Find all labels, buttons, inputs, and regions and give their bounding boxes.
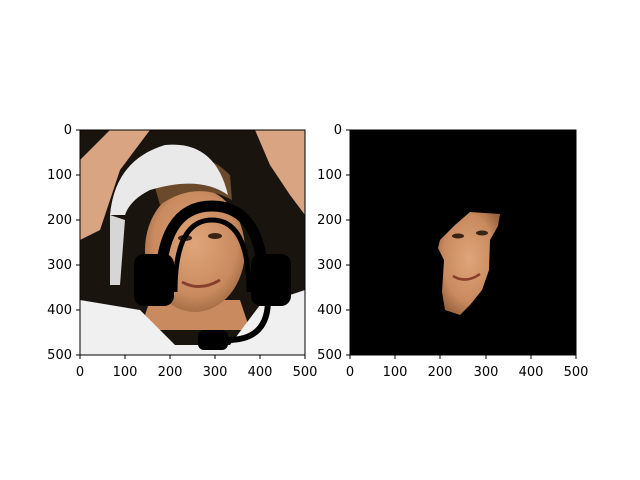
left-x-ticks: 0 100 200 300 400 500 [76,355,318,380]
left-xtick-label: 200 [158,365,183,380]
left-axes-frame [79,129,306,356]
right-ytick-label: 300 [317,258,342,273]
right-ytick-label: 400 [317,303,342,318]
right-ytick-label: 100 [317,168,342,183]
left-panel: 0 100 200 300 400 500 0 100 200 300 400 … [47,123,317,380]
left-ytick-label: 300 [47,258,72,273]
right-axes-frame [349,129,577,356]
right-ytick-label: 200 [317,213,342,228]
left-ytick-label: 500 [47,348,72,363]
left-photo [80,130,305,355]
left-xtick-label: 400 [248,365,273,380]
left-xtick-label: 500 [293,365,318,380]
right-ytick-label: 500 [317,348,342,363]
left-ytick-label: 0 [64,123,72,138]
masked-face-region [438,212,500,315]
left-ytick-label: 200 [47,213,72,228]
right-xtick-label: 0 [346,365,354,380]
left-xtick-label: 300 [203,365,228,380]
right-y-ticks: 0 100 200 300 400 500 [317,123,350,363]
right-panel: 0 100 200 300 400 500 0 100 200 300 400 … [317,123,588,380]
left-ytick-label: 400 [47,303,72,318]
right-xtick-label: 100 [383,365,408,380]
headset-icon [134,200,291,350]
left-y-ticks: 0 100 200 300 400 500 [47,123,80,363]
left-ytick-label: 100 [47,168,72,183]
right-x-ticks: 0 100 200 300 400 500 [346,355,589,380]
right-xtick-label: 300 [474,365,499,380]
right-xtick-label: 500 [564,365,589,380]
left-xtick-label: 100 [113,365,138,380]
right-photo [350,130,576,355]
right-ytick-label: 0 [334,123,342,138]
right-xtick-label: 400 [519,365,544,380]
left-xtick-label: 0 [76,365,84,380]
right-xtick-label: 200 [428,365,453,380]
